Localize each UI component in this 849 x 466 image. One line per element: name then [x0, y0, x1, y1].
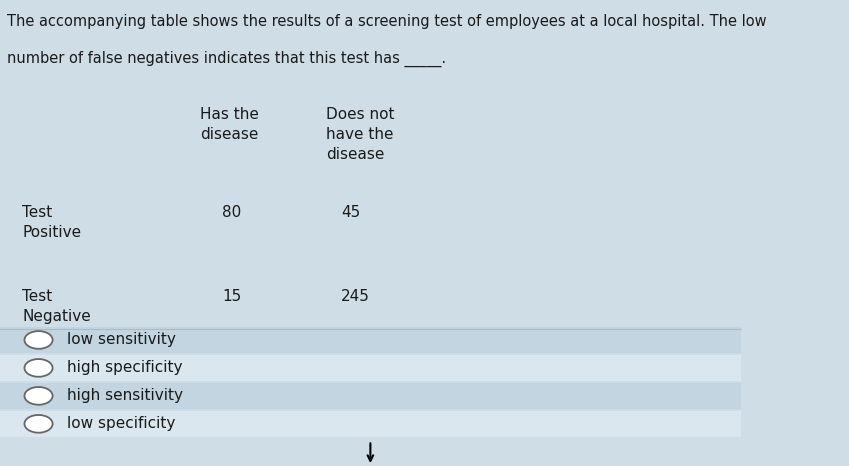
FancyBboxPatch shape — [0, 383, 741, 409]
Circle shape — [25, 359, 53, 377]
Text: 245: 245 — [340, 289, 369, 304]
Circle shape — [25, 331, 53, 349]
FancyBboxPatch shape — [0, 355, 741, 381]
Circle shape — [25, 387, 53, 404]
Text: low sensitivity: low sensitivity — [67, 332, 176, 348]
FancyBboxPatch shape — [0, 411, 741, 437]
Text: 80: 80 — [222, 205, 241, 220]
FancyBboxPatch shape — [0, 327, 741, 353]
Text: Test
Positive: Test Positive — [22, 205, 82, 240]
Text: 15: 15 — [222, 289, 241, 304]
Text: low specificity: low specificity — [67, 416, 175, 432]
Text: Test
Negative: Test Negative — [22, 289, 91, 324]
Text: high sensitivity: high sensitivity — [67, 388, 183, 404]
Text: Does not
have the
disease: Does not have the disease — [326, 107, 395, 162]
Text: number of false negatives indicates that this test has _____.: number of false negatives indicates that… — [8, 51, 447, 68]
Text: Has the
disease: Has the disease — [200, 107, 259, 142]
Text: 45: 45 — [340, 205, 360, 220]
Circle shape — [25, 415, 53, 432]
Text: high specificity: high specificity — [67, 360, 183, 376]
Text: The accompanying table shows the results of a screening test of employees at a l: The accompanying table shows the results… — [8, 14, 767, 29]
